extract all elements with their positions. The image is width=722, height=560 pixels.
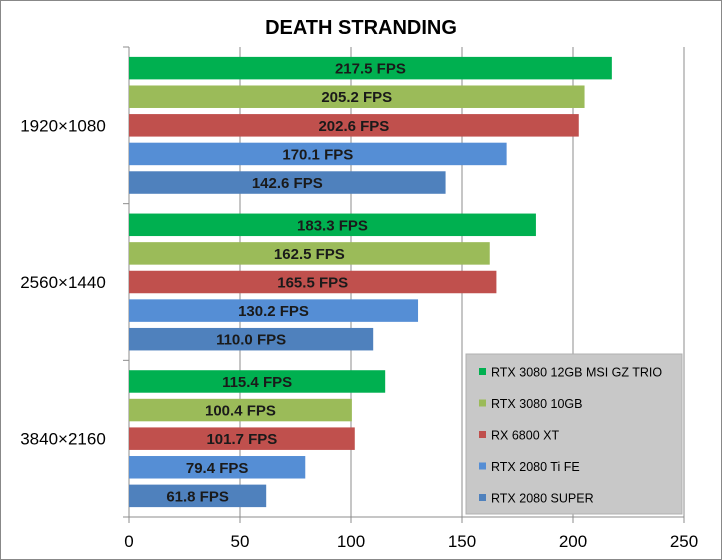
legend-label: RTX 3080 12GB MSI GZ TRIO	[491, 366, 662, 380]
bar	[129, 114, 579, 137]
x-tick-label: 0	[124, 532, 133, 551]
bar-data-label: 217.5 FPS	[335, 61, 406, 78]
bar-data-label: 79.4 FPS	[186, 460, 249, 477]
legend-label: RX 6800 XT	[491, 429, 559, 443]
category-label: 3840×2160	[20, 430, 106, 449]
bar	[129, 171, 446, 194]
x-tick-label: 100	[337, 532, 365, 551]
legend-swatch	[479, 431, 486, 438]
bar-data-label: 205.2 FPS	[321, 89, 392, 106]
x-tick-label: 150	[448, 532, 476, 551]
x-tick-label: 250	[670, 532, 698, 551]
bar	[129, 270, 497, 294]
bar	[129, 213, 536, 237]
legend-label: RTX 2080 SUPER	[491, 492, 594, 506]
legend-box	[465, 353, 683, 515]
category-label: 2560×1440	[20, 273, 106, 292]
bar-data-label: 183.3 FPS	[297, 217, 368, 234]
bar-data-label: 115.4 FPS	[222, 374, 292, 391]
bar-data-label: 110.0 FPS	[216, 332, 286, 349]
bar	[129, 484, 267, 508]
bar	[129, 299, 419, 322]
bar	[129, 398, 352, 422]
bar-data-label: 170.1 FPS	[282, 146, 353, 163]
bar	[129, 142, 507, 166]
legend-swatch	[479, 368, 486, 375]
bar	[129, 327, 374, 351]
bar-data-label: 165.5 FPS	[277, 275, 348, 292]
legend-swatch	[479, 462, 486, 470]
chart-title: DEATH STRANDING	[265, 17, 457, 39]
bar	[129, 427, 355, 450]
legend-label: RTX 2080 Ti FE	[491, 460, 580, 474]
bar-data-label: 130.2 FPS	[238, 303, 309, 320]
bar	[129, 242, 490, 265]
bar	[129, 85, 585, 108]
bar	[129, 370, 386, 393]
category-label: 1920×1080	[20, 116, 106, 135]
bar-data-label: 101.7 FPS	[206, 431, 277, 448]
x-tick-label: 50	[231, 532, 250, 551]
bar-data-label: 162.5 FPS	[274, 246, 345, 263]
bar-data-label: 142.6 FPS	[252, 175, 323, 192]
legend-label: RTX 3080 10GB	[491, 397, 583, 411]
legend-swatch	[479, 399, 486, 407]
bar-data-label: 61.8 FPS	[166, 488, 229, 505]
legend-swatch	[479, 494, 486, 501]
bar-data-label: 202.6 FPS	[318, 118, 389, 135]
x-tick-label: 200	[559, 532, 587, 551]
bar	[129, 456, 306, 479]
bar-data-label: 100.4 FPS	[205, 403, 276, 420]
bar	[129, 56, 612, 80]
